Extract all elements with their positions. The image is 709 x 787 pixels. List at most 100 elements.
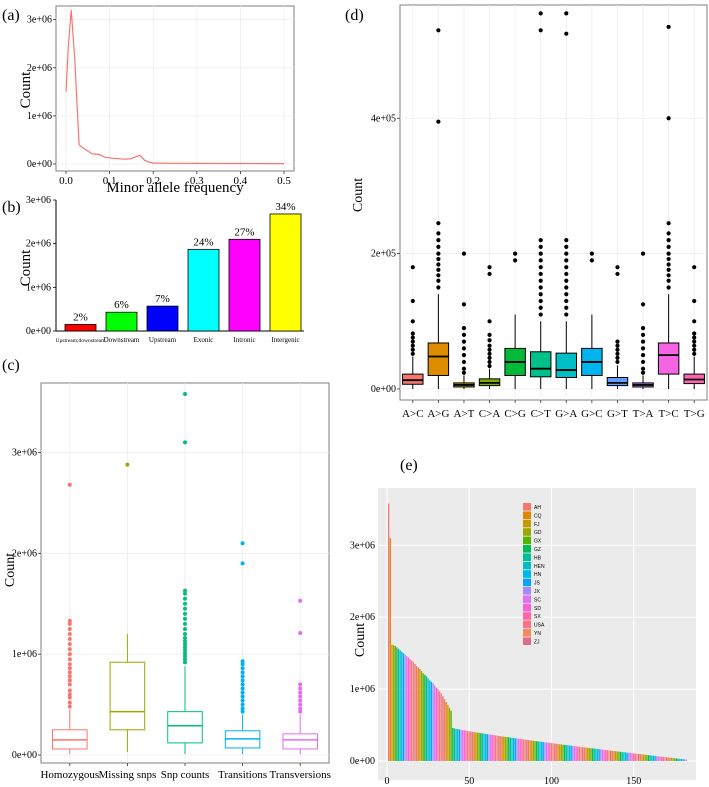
bar xyxy=(596,748,599,761)
bar-value-label: 6% xyxy=(114,299,129,311)
bar xyxy=(499,736,502,761)
outlier-point xyxy=(564,305,569,310)
x-category-label: Downstream xyxy=(104,336,140,344)
outlier-point xyxy=(67,647,72,652)
outlier-point xyxy=(615,351,620,356)
outlier-point xyxy=(640,370,646,375)
x-category-label: G>C xyxy=(581,408,602,420)
outlier-point xyxy=(487,332,492,337)
legend-label: AH xyxy=(534,505,541,511)
outlier-point xyxy=(692,298,697,304)
bar xyxy=(670,757,673,761)
outlier-point xyxy=(513,251,518,256)
x-category-label: Intronic xyxy=(233,336,255,344)
outlier-point xyxy=(564,271,569,277)
bar xyxy=(517,738,520,761)
bar xyxy=(624,752,627,761)
y-tick-label: 3e+06 xyxy=(27,15,52,26)
bar xyxy=(649,755,651,761)
outlier-point xyxy=(183,596,187,601)
bar xyxy=(391,644,393,761)
x-tick-label: 100 xyxy=(544,776,559,787)
outlier-point xyxy=(692,339,697,344)
outlier-point xyxy=(410,339,415,344)
legend-label: HB xyxy=(534,555,542,561)
outlier-point xyxy=(564,278,569,283)
bar xyxy=(611,750,613,761)
bar xyxy=(616,751,618,761)
bar xyxy=(667,757,669,761)
bar xyxy=(473,732,475,761)
ylabel-d: Count xyxy=(351,178,366,212)
bar xyxy=(430,681,433,761)
bar xyxy=(684,759,686,761)
outlier-point xyxy=(487,271,492,277)
box xyxy=(606,376,629,387)
panel-c: (c) 0e+00 1e+06 2e+06 3e+06 Homozygous Missi… xyxy=(2,357,331,781)
bar xyxy=(603,749,605,761)
bar xyxy=(452,727,454,761)
outlier-point xyxy=(125,462,130,467)
outlier-point xyxy=(67,482,72,487)
bar xyxy=(595,748,597,761)
outlier-point xyxy=(487,343,492,348)
bar xyxy=(654,755,656,761)
legend-swatch xyxy=(523,519,531,528)
bar xyxy=(575,746,577,761)
bar xyxy=(228,238,261,332)
bar xyxy=(537,741,539,761)
outlier-point xyxy=(692,331,697,336)
y-tick-label: 0e+00 xyxy=(27,159,52,170)
y-tick-label: 2e+06 xyxy=(350,612,375,623)
xlabel-a: Minor allele frequency xyxy=(106,180,244,196)
ylabel-b: Count xyxy=(18,249,34,287)
panel-label-c: (c) xyxy=(2,357,20,374)
outlier-point xyxy=(436,262,441,267)
bar xyxy=(554,743,556,761)
bar xyxy=(514,738,516,761)
outlier-point xyxy=(436,273,441,278)
outlier-point xyxy=(436,119,441,124)
bar xyxy=(642,754,645,761)
outlier-point xyxy=(183,611,187,616)
bar xyxy=(460,729,462,761)
outlier-point xyxy=(692,335,697,340)
outlier-point xyxy=(298,630,303,635)
outlier-point xyxy=(564,251,569,256)
outlier-point xyxy=(538,11,543,16)
x-category-label: Homozygous xyxy=(40,769,99,781)
outlier-point xyxy=(640,332,646,337)
bar xyxy=(583,747,586,761)
outlier-point xyxy=(564,238,569,243)
bar xyxy=(559,744,561,761)
x-category-label: C>T xyxy=(531,408,552,420)
outlier-point xyxy=(67,692,72,697)
bar xyxy=(493,735,495,761)
bar xyxy=(659,756,661,761)
y-tick-label: 0e+00 xyxy=(26,326,51,337)
outlier-point xyxy=(666,238,671,243)
outlier-point xyxy=(67,626,72,631)
bar xyxy=(626,752,628,761)
outlier-point xyxy=(67,618,72,623)
legend-swatch xyxy=(523,511,531,519)
outlier-point xyxy=(538,238,543,243)
outlier-point xyxy=(183,621,187,626)
outlier-point xyxy=(410,265,415,270)
bar-value-label: 27% xyxy=(234,226,254,238)
outlier-point xyxy=(298,694,303,699)
bar xyxy=(531,740,533,761)
outlier-point xyxy=(240,674,245,679)
y-tick-label: 4e+05 xyxy=(371,113,396,124)
outlier-point xyxy=(538,271,543,277)
x-category-label: T>C xyxy=(658,408,678,420)
bar xyxy=(504,736,507,761)
bar xyxy=(422,673,424,761)
outlier-point xyxy=(640,339,646,344)
bar xyxy=(672,758,674,761)
legend-label: CQ xyxy=(534,513,542,519)
outlier-point xyxy=(538,28,543,33)
outlier-point xyxy=(487,319,492,324)
bar xyxy=(450,710,452,761)
